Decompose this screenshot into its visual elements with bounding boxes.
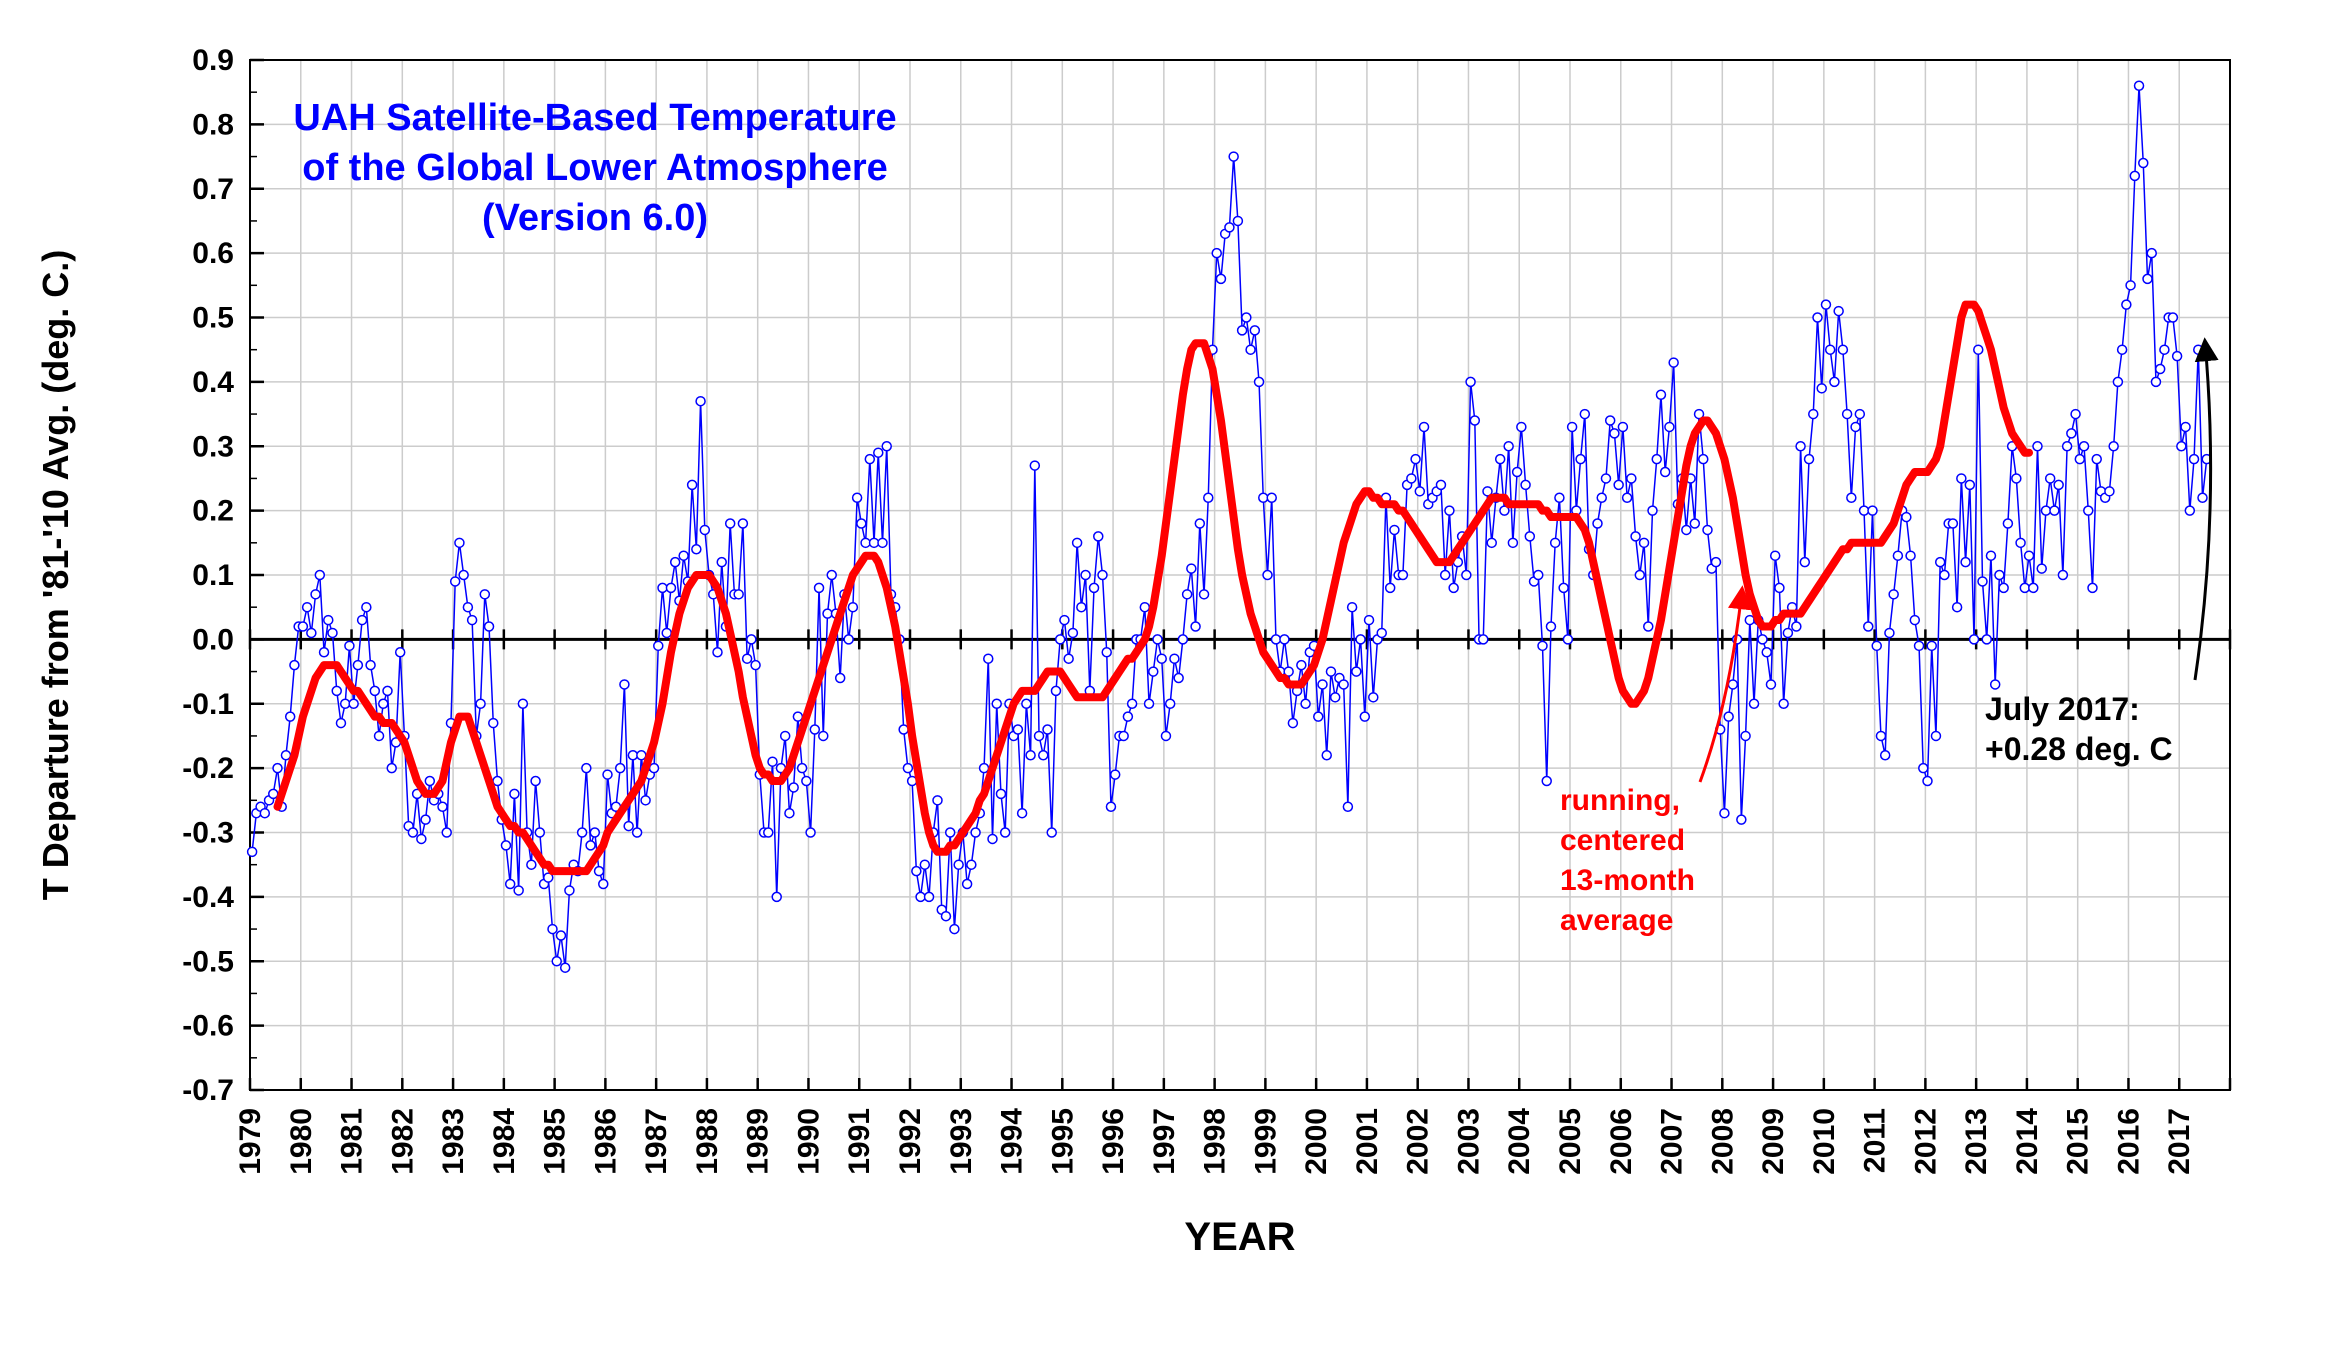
x-tick-label: 1990 <box>792 1108 825 1175</box>
x-axis-title: YEAR <box>1184 1215 1295 1259</box>
chart-title: UAH Satellite-Based Temperature <box>293 97 896 139</box>
x-tick-label: 1981 <box>336 1108 369 1175</box>
x-tick-label: 1999 <box>1249 1108 1282 1175</box>
x-tick-label: 2007 <box>1656 1108 1689 1175</box>
running-avg-label: centered <box>1560 824 1685 857</box>
y-tick-label: -0.7 <box>182 1074 234 1107</box>
x-tick-label: 1980 <box>285 1108 318 1175</box>
x-tick-label: 2016 <box>2112 1108 2145 1175</box>
running-avg-label: average <box>1560 904 1673 937</box>
y-tick-label: -0.4 <box>182 881 234 914</box>
y-tick-label: 0.6 <box>192 237 234 270</box>
y-tick-label: 0.4 <box>192 366 234 399</box>
y-tick-label: 0.9 <box>192 44 234 77</box>
y-tick-label: 0.8 <box>192 108 234 141</box>
x-tick-label: 1988 <box>691 1108 724 1175</box>
running-avg-label: 13-month <box>1560 864 1695 897</box>
y-tick-label: 0.7 <box>192 173 234 206</box>
y-tick-label: -0.3 <box>182 817 234 850</box>
y-tick-label: -0.2 <box>182 752 234 785</box>
x-tick-label: 2000 <box>1300 1108 1333 1175</box>
x-tick-label: 1996 <box>1097 1108 1130 1175</box>
x-tick-label: 1986 <box>589 1108 622 1175</box>
x-tick-label: 1982 <box>386 1108 419 1175</box>
chart-title: (Version 6.0) <box>482 197 708 239</box>
x-tick-label: 2009 <box>1757 1108 1790 1175</box>
x-tick-label: 1998 <box>1199 1108 1232 1175</box>
x-tick-label: 1992 <box>894 1108 927 1175</box>
x-tick-label: 1991 <box>843 1108 876 1175</box>
x-tick-label: 1983 <box>437 1108 470 1175</box>
chart-container: { "chart": { "type": "line+scatter", "wi… <box>0 0 2340 1350</box>
x-tick-label: 1993 <box>945 1108 978 1175</box>
x-tick-label: 1994 <box>996 1108 1029 1175</box>
y-tick-label: -0.6 <box>182 1010 234 1043</box>
x-tick-label: 2017 <box>2163 1108 2196 1175</box>
chart-title: of the Global Lower Atmosphere <box>302 147 888 189</box>
x-tick-label: 2005 <box>1554 1108 1587 1175</box>
x-tick-label: 2013 <box>1960 1108 1993 1175</box>
x-tick-label: 2001 <box>1351 1108 1384 1175</box>
x-tick-label: 1984 <box>488 1108 521 1175</box>
x-tick-label: 2002 <box>1402 1108 1435 1175</box>
y-tick-label: -0.5 <box>182 945 234 978</box>
y-axis-title: T Departure from '81-'10 Avg. (deg. C.) <box>35 250 76 901</box>
x-tick-label: 2011 <box>1859 1108 1892 1173</box>
x-tick-label: 1985 <box>539 1108 572 1175</box>
y-tick-label: 0.0 <box>192 623 234 656</box>
x-tick-label: 1989 <box>742 1108 775 1175</box>
y-tick-label: -0.1 <box>182 688 234 721</box>
y-tick-label: 0.2 <box>192 495 234 528</box>
x-tick-label: 1979 <box>234 1108 267 1175</box>
x-tick-label: 1995 <box>1046 1108 1079 1175</box>
x-tick-label: 2003 <box>1452 1108 1485 1175</box>
temperature-chart: -0.7 -0.6 -0.5 -0.4 -0.3 -0.2 -0.1 0.0 0.1 0.2 0.3… <box>0 0 2340 1350</box>
x-tick-label: 1997 <box>1148 1108 1181 1175</box>
running-avg-label: running, <box>1560 784 1680 817</box>
latest-point-label: +0.28 deg. C <box>1985 731 2173 767</box>
y-tick-label: 0.3 <box>192 430 234 463</box>
latest-point-label: July 2017: <box>1985 691 2140 727</box>
x-tick-label: 2010 <box>1808 1108 1841 1175</box>
y-tick-label: 0.5 <box>192 302 234 335</box>
x-tick-label: 2006 <box>1605 1108 1638 1175</box>
x-tick-label: 2004 <box>1503 1108 1536 1175</box>
x-tick-label: 2014 <box>2011 1108 2044 1175</box>
y-tick-label: 0.1 <box>192 559 234 592</box>
x-tick-label: 1987 <box>640 1108 673 1175</box>
x-tick-label: 2015 <box>2062 1108 2095 1175</box>
x-tick-label: 2012 <box>1909 1108 1942 1175</box>
x-tick-label: 2008 <box>1706 1108 1739 1175</box>
